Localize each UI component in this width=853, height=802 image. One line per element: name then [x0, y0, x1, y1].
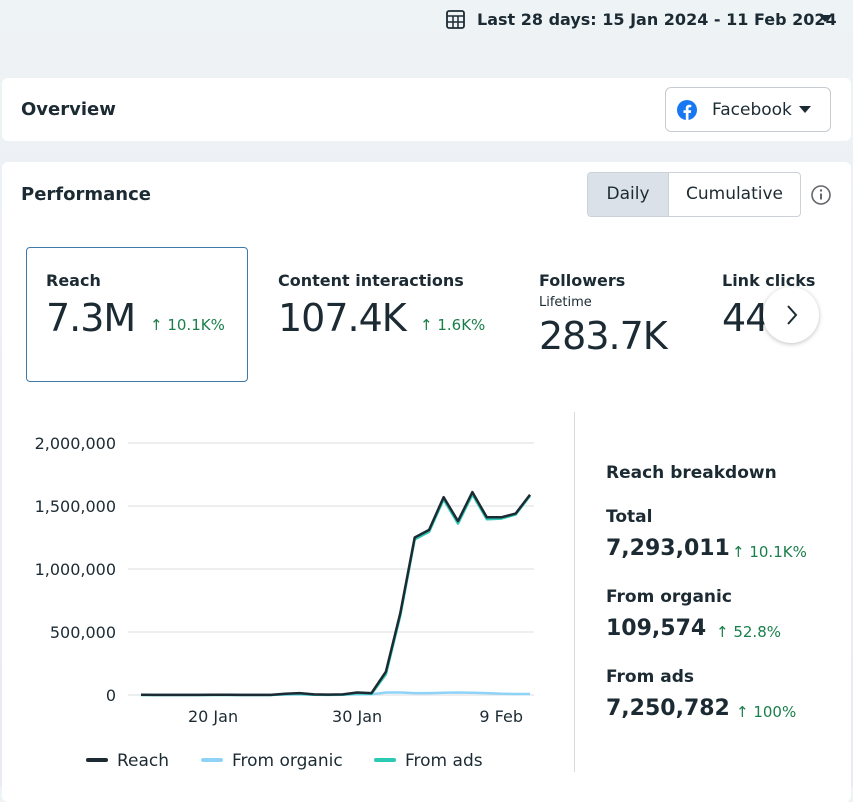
breakdown-value: 109,574	[606, 616, 707, 641]
caret[interactable]	[818, 14, 832, 24]
metric-change-value: 1.6K%	[437, 316, 486, 334]
divider	[574, 412, 575, 772]
y-tick-label: 1,500,000	[35, 497, 116, 516]
legend-label: From ads	[405, 751, 483, 771]
y-tick-label: 500,000	[50, 623, 116, 642]
legend-label: From organic	[232, 751, 343, 771]
breakdown-label: From ads	[606, 667, 694, 687]
chart: 0 500,000 1,000,000 1,500,000 2,000,000 20 Ja…	[35, 434, 534, 771]
caret	[799, 106, 811, 113]
x-tick-label: 30 Jan	[332, 707, 382, 726]
metric-value: 283.7K	[539, 314, 668, 358]
x-tick-label: 9 Feb	[479, 707, 523, 726]
y-tick-label: 1,000,000	[35, 560, 116, 579]
platform-label: Facebook	[712, 100, 792, 120]
change-value: 100%	[753, 703, 797, 721]
next-button[interactable]	[763, 287, 819, 343]
metric-change-value: 10.1K%	[167, 316, 225, 334]
change-value: 10.1K%	[749, 543, 807, 561]
toggle: Daily Cumulative	[587, 172, 801, 217]
metric-sublabel: Lifetime	[539, 295, 592, 310]
metric-label: Followers	[539, 271, 626, 290]
breakdown-title: Reach breakdown	[606, 463, 777, 483]
legend-label: Reach	[117, 751, 169, 771]
metric-value: 107.4K	[278, 296, 407, 340]
x-tick-label: 20 Jan	[188, 707, 238, 726]
calendar-icon	[446, 10, 465, 29]
breakdown-change: ↑ 10.1K%	[732, 543, 807, 561]
y-tick-label: 0	[106, 686, 116, 705]
series-line	[140, 490, 531, 697]
metric-value: 7.3M	[46, 296, 136, 340]
breakdown-label: From organic	[606, 587, 732, 607]
breakdown-change: ↑ 100%	[736, 703, 797, 721]
metric-label: Content interactions	[278, 271, 464, 290]
chevron	[787, 305, 798, 325]
date-range[interactable]: Last 28 days: 15 Jan 2024 - 11 Feb 2024	[477, 10, 837, 29]
metric-label: Link clicks	[722, 271, 816, 290]
toggle-cumulative[interactable]: Cumulative	[685, 184, 784, 204]
breakdown-change: ↑ 52.8%	[716, 623, 781, 641]
performance-title: Performance	[21, 184, 151, 205]
info-icon[interactable]	[810, 184, 832, 206]
breakdown-value: 7,293,011	[606, 536, 730, 561]
y-tick-label: 2,000,000	[35, 434, 116, 453]
toggle-daily[interactable]: Daily	[588, 173, 669, 216]
metric-change: ↑ 10.1K%	[150, 316, 225, 334]
facebook-icon	[677, 100, 697, 120]
metric-card-selected[interactable]	[26, 247, 248, 382]
series-line	[141, 493, 531, 697]
breakdown-label: Total	[606, 507, 653, 527]
breakdown-value: 7,250,782	[606, 696, 730, 721]
metric-change: ↑ 1.6K%	[420, 316, 486, 334]
change-value: 52.8%	[733, 623, 781, 641]
metric-label: Reach	[46, 271, 101, 290]
overview-title: Overview	[21, 99, 116, 120]
